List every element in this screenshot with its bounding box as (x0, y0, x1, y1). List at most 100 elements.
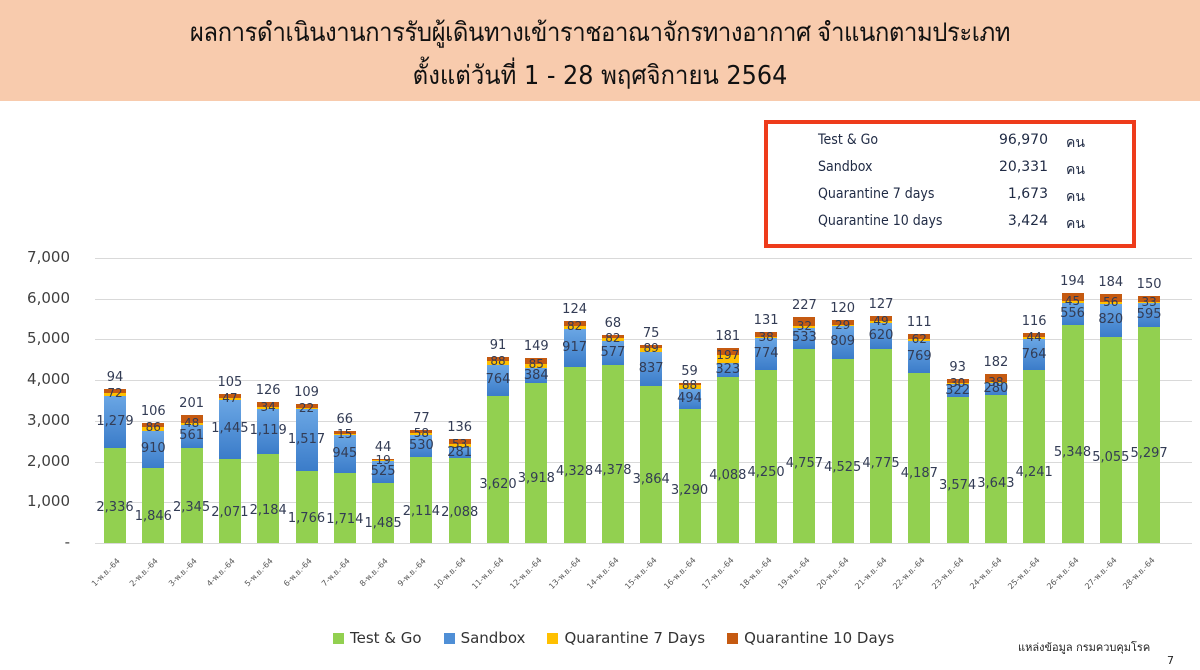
data-label: 34 (260, 400, 276, 415)
bar-segment (831, 325, 854, 359)
bar-segment (180, 422, 203, 425)
legend-swatch-icon (547, 632, 559, 644)
data-label: 4,328 (555, 463, 594, 479)
data-label: 2,184 (249, 502, 287, 518)
x-tick-label: 23-พ.ย.-64 (929, 555, 966, 592)
x-tick-label: 11-พ.ย.-64 (470, 555, 506, 592)
x-tick-label: 21-พ.ย.-64 (853, 555, 889, 592)
x-tick-label: 10-พ.ย.-64 (431, 555, 468, 592)
data-label: 764 (1021, 346, 1047, 362)
bar-segment (525, 358, 548, 365)
x-tick-label: 26-พ.ย.-64 (1044, 555, 1081, 592)
data-label: 1,846 (134, 509, 172, 525)
bar-segment (716, 348, 739, 356)
data-label: 116 (1021, 313, 1047, 329)
data-label: 86 (145, 420, 161, 435)
legend-item-test-go: Test & Go (333, 629, 422, 647)
data-label: 281 (447, 444, 473, 460)
bar-segment (1061, 302, 1084, 326)
bar-segment (793, 326, 816, 328)
data-label: 3,620 (479, 476, 517, 492)
bar-segment (984, 394, 1007, 543)
data-label: 127 (868, 297, 894, 313)
bar-segment (1023, 339, 1046, 371)
x-tick-label: 1-พ.ย.-64 (89, 556, 122, 589)
data-label: 1,714 (326, 511, 364, 527)
data-label: 82 (566, 319, 583, 334)
bar-segment (793, 317, 816, 327)
y-tick-label: 3,000 (27, 410, 70, 429)
data-label: 3,864 (632, 472, 670, 488)
bar-segment (563, 366, 586, 543)
data-label: 88 (490, 353, 506, 368)
bar-segment (218, 393, 241, 398)
title-banner: ผลการดำเนินงานการรับผู้เดินทางเข้าราชอาณ… (0, 0, 1200, 101)
bar-segment (410, 432, 433, 436)
bar-segment (333, 473, 356, 543)
data-label: 4,525 (824, 460, 862, 476)
bar-segment (295, 409, 318, 472)
bar-segment (793, 327, 816, 350)
data-label: 4,187 (900, 466, 938, 482)
gridline (95, 339, 1192, 341)
legend-swatch-icon (443, 632, 455, 644)
data-label: 837 (638, 360, 664, 376)
data-label: 106 (140, 403, 166, 419)
data-label: 58 (413, 425, 430, 440)
data-label: 556 (1060, 305, 1085, 321)
bar-segment (218, 458, 241, 543)
bar-segment (640, 344, 663, 348)
data-label: 33 (1141, 294, 1157, 309)
data-label: 2,088 (441, 504, 479, 520)
bar-segment (1099, 303, 1122, 338)
data-label: 77 (413, 410, 430, 426)
bar-segment (678, 382, 701, 386)
bar-segment (1099, 301, 1122, 304)
bar-segment (525, 383, 548, 543)
data-label: 561 (179, 428, 204, 444)
bar-segment (1061, 325, 1084, 543)
y-tick-label: 6,000 (27, 288, 70, 307)
data-label: 384 (523, 367, 549, 383)
bar-segment (180, 424, 203, 448)
bar-segment (678, 385, 701, 389)
data-label: 32 (796, 319, 813, 334)
data-label: 111 (906, 315, 932, 331)
data-label: 105 (217, 374, 243, 390)
data-label: 1,517 (287, 432, 326, 448)
bar-segment (372, 458, 395, 461)
bar-segment (908, 334, 931, 339)
bar-segment (142, 422, 165, 428)
x-tick-label: 17-พ.ย.-64 (699, 555, 736, 592)
bar-segment (372, 460, 395, 462)
legend-item-q10: Quarantine 10 Days (727, 629, 894, 647)
bar-segment (946, 383, 969, 385)
data-label: 2,114 (402, 504, 440, 520)
data-label: 181 (715, 329, 741, 345)
data-label: 38 (988, 374, 1004, 389)
bar-segment (372, 482, 395, 543)
data-label: 5,297 (1130, 445, 1168, 461)
bar-segment (946, 397, 969, 543)
data-label: 227 (791, 298, 817, 314)
bar-segment (831, 319, 854, 325)
bar-segment (104, 389, 126, 393)
x-tick-label: 14-พ.ย.-64 (585, 555, 621, 592)
bar-segment (104, 392, 126, 396)
bar-segment (601, 341, 624, 365)
x-tick-label: 7-พ.ย.-64 (319, 556, 352, 589)
summary-box: Test & Go 96,970 คน Sandbox 20,331 คน Qu… (764, 120, 1136, 248)
data-label: 44 (374, 439, 392, 455)
bar-segment (831, 358, 854, 543)
data-label: 769 (906, 348, 932, 364)
chart-legend: Test & Go Sandbox Quarantine 7 Days Quar… (333, 629, 894, 647)
data-label: 194 (1060, 273, 1085, 289)
bar-segment (831, 324, 854, 326)
y-tick-label: 4,000 (27, 370, 70, 389)
data-label: 620 (868, 327, 894, 343)
title-line-1: ผลการดำเนินงานการรับผู้เดินทางเข้าราชอาณ… (189, 18, 1011, 48)
bar-segment (984, 381, 1007, 384)
bar-segment (716, 355, 739, 364)
page-number: 7 (1167, 654, 1174, 667)
data-label: 577 (600, 345, 626, 360)
